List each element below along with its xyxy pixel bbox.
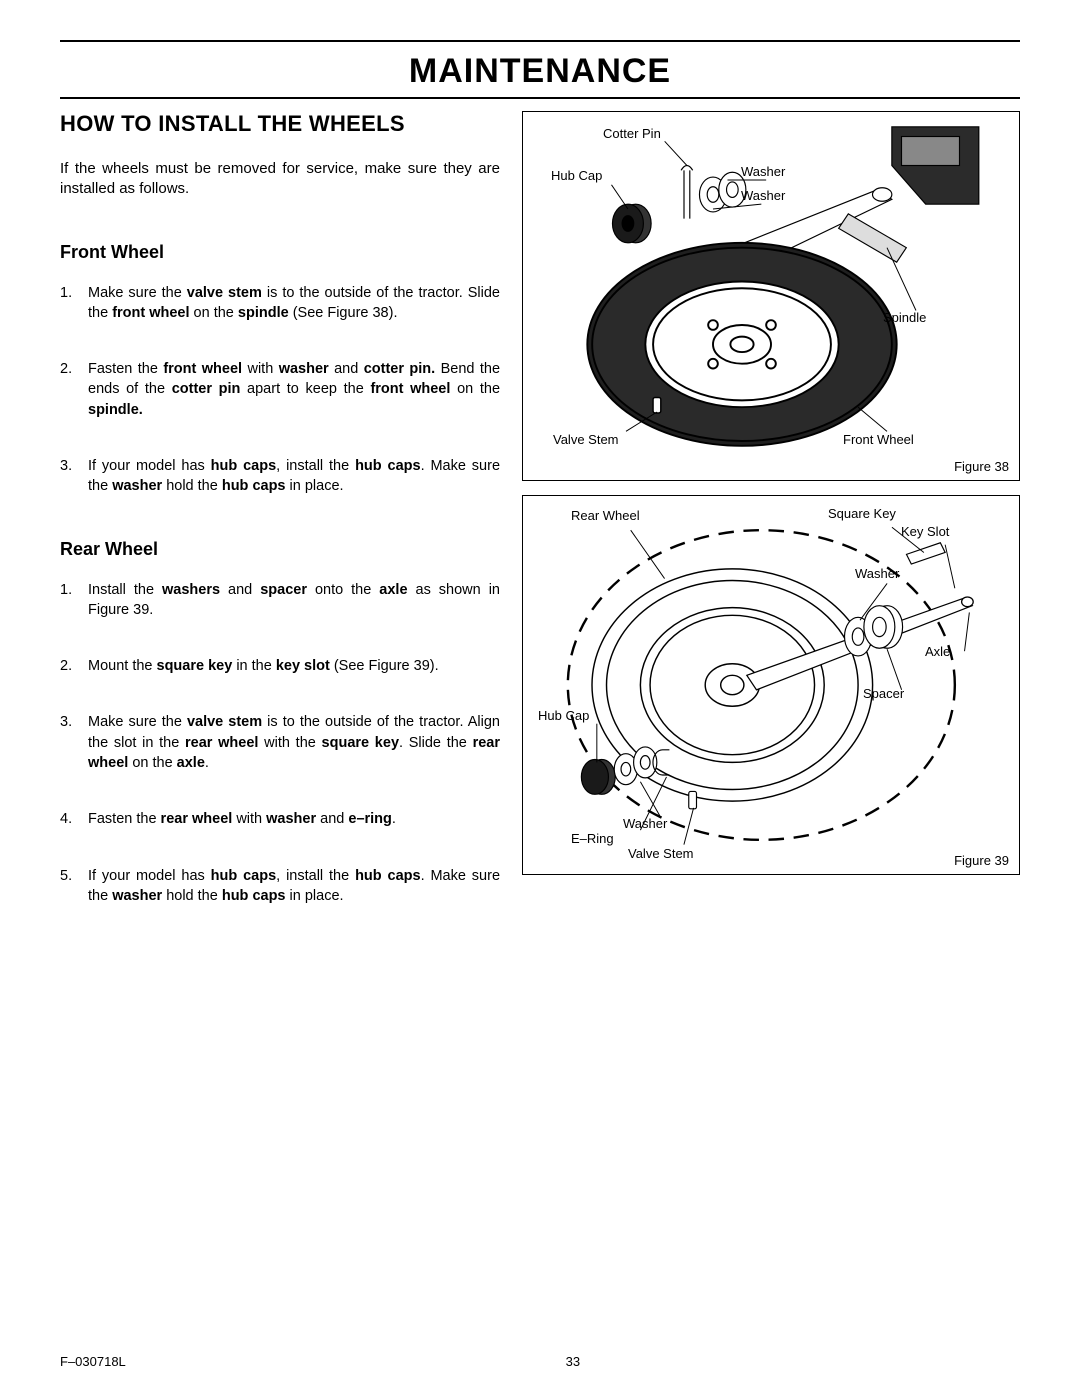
label-axle: Axle xyxy=(925,644,950,659)
label-washer: Washer xyxy=(741,188,785,203)
label-spacer: Spacer xyxy=(863,686,904,701)
label-rear-wheel: Rear Wheel xyxy=(571,508,640,523)
front-wheel-steps: Make sure the valve stem is to the outsi… xyxy=(60,283,500,497)
footer-page-number: 33 xyxy=(566,1354,580,1369)
label-e-ring: E–Ring xyxy=(571,831,614,846)
intro-text: If the wheels must be removed for servic… xyxy=(60,159,500,200)
list-item: Make sure the valve stem is to the outsi… xyxy=(60,283,500,324)
label-hub-cap: Hub Cap xyxy=(538,708,589,723)
page-title: MAINTENANCE xyxy=(60,46,1020,95)
section-heading: HOW TO INSTALL THE WHEELS xyxy=(60,111,500,137)
label-washer: Washer xyxy=(855,566,899,581)
figure-caption: Figure 38 xyxy=(954,459,1009,474)
label-spindle: Spindle xyxy=(883,310,926,325)
rear-wheel-steps: Install the washers and spacer onto the … xyxy=(60,580,500,907)
figure-caption: Figure 39 xyxy=(954,853,1009,868)
label-washer: Washer xyxy=(623,816,667,831)
list-item: If your model has hub caps, install the … xyxy=(60,456,500,497)
label-hub-cap: Hub Cap xyxy=(551,168,602,183)
front-wheel-heading: Front Wheel xyxy=(60,242,500,263)
list-item: Make sure the valve stem is to the outsi… xyxy=(60,712,500,773)
footer-doc-id: F–030718L xyxy=(60,1354,126,1369)
list-item: If your model has hub caps, install the … xyxy=(60,866,500,907)
label-key-slot: Key Slot xyxy=(901,524,949,539)
rear-wheel-heading: Rear Wheel xyxy=(60,539,500,560)
label-valve-stem: Valve Stem xyxy=(553,432,619,447)
list-item: Install the washers and spacer onto the … xyxy=(60,580,500,621)
figure-39: Rear Wheel Square Key Key Slot Washer Ax… xyxy=(522,495,1020,875)
label-square-key: Square Key xyxy=(828,506,896,521)
list-item: Fasten the rear wheel with washer and e–… xyxy=(60,809,500,829)
label-valve-stem: Valve Stem xyxy=(628,846,694,861)
label-cotter-pin: Cotter Pin xyxy=(603,126,661,141)
list-item: Mount the square key in the key slot (Se… xyxy=(60,656,500,676)
label-washer: Washer xyxy=(741,164,785,179)
figure-38: Cotter Pin Hub Cap Washer Washer Spindle… xyxy=(522,111,1020,481)
rear-wheel-diagram xyxy=(533,506,1009,864)
list-item: Fasten the front wheel with washer and c… xyxy=(60,359,500,420)
label-front-wheel: Front Wheel xyxy=(843,432,914,447)
